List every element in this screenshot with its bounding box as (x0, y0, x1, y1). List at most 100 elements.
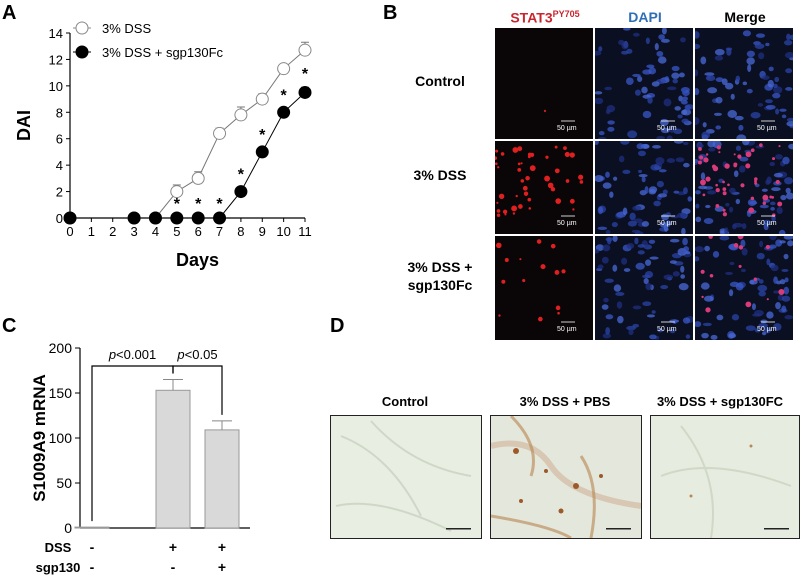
stat3-signal (778, 289, 785, 296)
significance-star: * (302, 66, 309, 83)
dapi-nucleus (695, 203, 700, 209)
y-axis-title: S1009A9 mRNA (30, 374, 49, 502)
y-tick-label: 0 (64, 520, 72, 536)
dapi-nucleus (656, 180, 664, 188)
dapi-nucleus (632, 205, 642, 211)
dapi-nucleus (666, 158, 676, 163)
dapi-nucleus (768, 244, 777, 249)
dapi-nucleus (598, 130, 605, 136)
stat3-signal (766, 298, 769, 301)
dapi-nucleus (649, 256, 659, 260)
dapi-nucleus (595, 174, 604, 182)
y-tick-label: 50 (56, 475, 72, 491)
dapi-nucleus (742, 141, 750, 146)
dapi-nucleus (595, 91, 603, 95)
dapi-nucleus (770, 264, 779, 272)
dapi-nucleus (642, 110, 652, 119)
stat3-signal (759, 143, 763, 147)
dapi-nucleus (785, 187, 791, 194)
dapi-nucleus (766, 176, 772, 184)
scale-bar-label: 50 µm (557, 125, 577, 132)
dapi-nucleus (634, 237, 639, 245)
stat3-signal (740, 183, 745, 188)
stat3-signal (512, 147, 519, 153)
dapi-nucleus (776, 206, 783, 215)
dapi-nucleus (664, 76, 669, 81)
dapi-nucleus (595, 50, 602, 56)
dapi-nucleus (677, 212, 687, 219)
dapi-nucleus (695, 256, 700, 262)
dapi-nucleus (632, 323, 640, 328)
dapi-nucleus (612, 236, 618, 242)
microscopy-cell-texture: 50 µm (595, 236, 693, 340)
dapi-nucleus (646, 64, 655, 69)
dapi-nucleus (783, 236, 793, 240)
dapi-nucleus (650, 164, 660, 171)
stat3-signal (550, 186, 556, 192)
stat3-signal (497, 166, 500, 169)
x-tick-label: 10 (276, 224, 290, 239)
dapi-nucleus (634, 89, 641, 96)
dapi-nucleus (708, 147, 716, 152)
row-label-dss-sgp130fc: 3% DSS + sgp130Fc (407, 259, 473, 293)
stat3-signal (762, 201, 767, 206)
significance-star: * (174, 196, 181, 213)
dapi-nucleus (741, 268, 746, 273)
x-tick-label: 11 (298, 224, 312, 239)
dapi-nucleus (768, 66, 774, 72)
microscopy-cell: 50 µm (495, 28, 593, 139)
dapi-nucleus (773, 323, 782, 331)
dapi-nucleus (750, 111, 761, 119)
dapi-nucleus (725, 271, 734, 275)
dapi-nucleus (695, 190, 701, 195)
dapi-nucleus (638, 173, 648, 178)
dapi-nucleus (695, 31, 700, 39)
dapi-nucleus (675, 157, 685, 163)
dapi-nucleus (667, 86, 677, 91)
y-tick-label: 12 (49, 52, 63, 67)
bar-3 (204, 429, 240, 529)
dapi-nucleus (682, 141, 689, 146)
dapi-nucleus (765, 99, 773, 104)
stat3-signal (733, 163, 737, 168)
stat3-signal (495, 156, 498, 160)
dapi-nucleus (705, 75, 716, 82)
dapi-nucleus (701, 131, 710, 139)
dapi-nucleus (781, 295, 791, 302)
bar-1 (74, 526, 110, 529)
dapi-nucleus (672, 78, 678, 84)
dapi-nucleus (637, 244, 646, 248)
stat3-signal (738, 264, 742, 268)
stat3-signal (527, 197, 532, 202)
panel-letter-b: B (383, 2, 398, 24)
dapi-nucleus (747, 64, 752, 72)
dapi-nucleus (729, 261, 735, 266)
dapi-nucleus (685, 334, 691, 339)
dapi-nucleus (622, 169, 631, 174)
column-header-merge: Merge (724, 9, 766, 25)
condition-sign: - (90, 559, 95, 575)
dapi-nucleus (746, 57, 755, 65)
scale-bar-label: 50 µm (657, 326, 677, 333)
scale-bar-label: 50 µm (757, 326, 777, 333)
dapi-nucleus (745, 325, 756, 331)
dapi-nucleus (607, 126, 615, 132)
dapi-nucleus (636, 75, 643, 83)
ihc-dss-sgp130fc-texture (660, 425, 792, 538)
stat3-signal (540, 264, 546, 270)
dapi-nucleus (658, 34, 665, 40)
p-value-threshold: <0.001 (116, 347, 156, 362)
dapi-nucleus (786, 121, 793, 127)
dapi-nucleus (772, 92, 781, 99)
dapi-nucleus (645, 283, 652, 291)
dapi-nucleus (652, 145, 661, 149)
dapi-nucleus (704, 72, 715, 76)
dapi-nucleus (769, 161, 775, 167)
dapi-nucleus (773, 172, 783, 178)
stat3-signal (522, 185, 528, 191)
dapi-nucleus (754, 328, 761, 333)
y-tick-label: 200 (49, 340, 73, 356)
dapi-nucleus (786, 117, 793, 122)
stat3-signal (701, 295, 704, 299)
dapi-nucleus (755, 33, 766, 38)
